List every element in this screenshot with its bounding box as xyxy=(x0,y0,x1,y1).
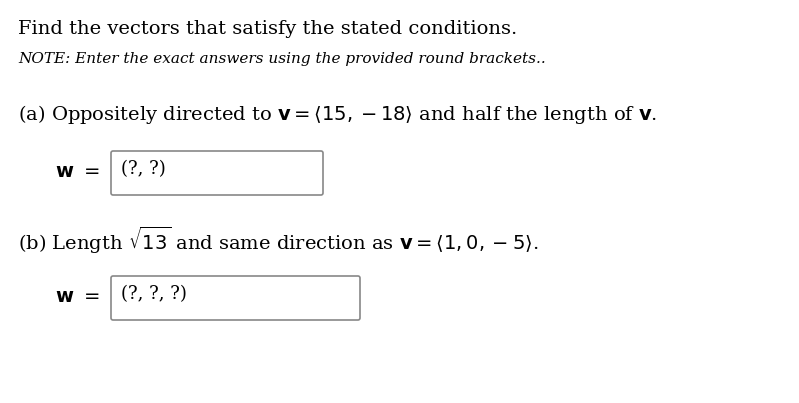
Text: $\mathbf{w}$ $=$: $\mathbf{w}$ $=$ xyxy=(55,288,99,306)
Text: Find the vectors that satisfy the stated conditions.: Find the vectors that satisfy the stated… xyxy=(18,20,517,38)
FancyBboxPatch shape xyxy=(111,276,360,320)
Text: $\mathbf{w}$ $=$: $\mathbf{w}$ $=$ xyxy=(55,163,99,181)
Text: (?, ?, ?): (?, ?, ?) xyxy=(121,285,187,303)
Text: NOTE: Enter the exact answers using the provided round brackets..: NOTE: Enter the exact answers using the … xyxy=(18,52,546,66)
Text: (b) Length $\sqrt{13}$ and same direction as $\mathbf{v} = \langle 1, 0, -5 \ran: (b) Length $\sqrt{13}$ and same directio… xyxy=(18,225,539,256)
Text: (a) Oppositely directed to $\mathbf{v} = \langle 15, -18 \rangle$ and half the l: (a) Oppositely directed to $\mathbf{v} =… xyxy=(18,103,658,126)
FancyBboxPatch shape xyxy=(111,151,323,195)
Text: (?, ?): (?, ?) xyxy=(121,160,165,178)
